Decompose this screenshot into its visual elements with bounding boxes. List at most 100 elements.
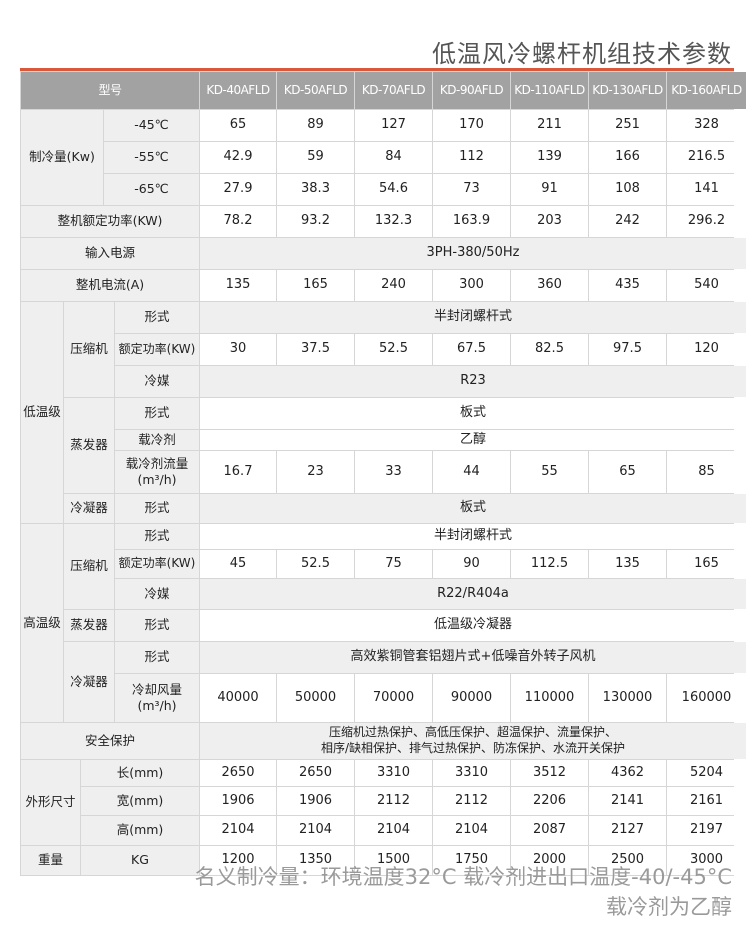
row-sublabel: 形式 [115,494,199,523]
header-model: KD-70AFLD [355,72,432,109]
value-cell: 3310 [433,760,510,786]
value-cell: 50000 [277,674,354,722]
value-cell: 70000 [355,674,432,722]
value-cell: 75 [355,550,432,578]
row-sublabel: 载冷剂 [115,430,199,450]
footnote-line-1: 名义制冷量：环境温度32°C 载冷剂进出口温度-40/-45°C [194,865,732,889]
value-cell: 52.5 [355,334,432,365]
value-cell: 540 [667,270,746,301]
value-cell: 3310 [355,760,432,786]
value-cell: 160000 [667,674,746,722]
value-cell: 3000 [667,846,746,875]
value-cell: 55 [511,451,588,493]
group-label: 冷凝器 [64,494,114,523]
value-cell: 203 [511,206,588,237]
value-cell: 2500 [589,846,666,875]
group-label: 压缩机 [64,302,114,397]
value-cell: 54.6 [355,174,432,205]
header-model-label: 型号 [21,72,199,109]
value-cell: 110000 [511,674,588,722]
group-label: 蒸发器 [64,398,114,493]
row-label: 安全保护 [21,723,199,759]
value-cell: 38.3 [277,174,354,205]
row-sublabel: -65℃ [104,174,199,205]
row-label: 重量 [21,846,80,875]
value-cell: 2104 [433,816,510,845]
value-cell: 1750 [433,846,510,875]
value-cell: 65 [200,110,276,141]
value-cell: 135 [589,550,666,578]
merged-value-cell: 3PH-380/50Hz [200,238,746,269]
value-cell: 211 [511,110,588,141]
row-sublabel: 冷媒 [115,579,199,609]
value-cell: 82.5 [511,334,588,365]
section-label: 低温级 [21,302,63,523]
value-cell: 2127 [589,816,666,845]
value-cell: 2161 [667,787,746,815]
merged-value-cell: 板式 [200,494,746,523]
header-model: KD-110AFLD [511,72,588,109]
value-cell: 2104 [200,816,276,845]
value-cell: 251 [589,110,666,141]
value-cell: 120 [667,334,746,365]
value-cell: 170 [433,110,510,141]
value-cell: 45 [200,550,276,578]
value-cell: 89 [277,110,354,141]
value-cell: 163.9 [433,206,510,237]
value-cell: 296.2 [667,206,746,237]
row-sublabel: 形式 [115,642,199,673]
value-cell: 1906 [200,787,276,815]
value-cell: 2112 [433,787,510,815]
value-cell: 240 [355,270,432,301]
header-model: KD-130AFLD [589,72,666,109]
value-cell: 84 [355,142,432,173]
row-label: 整机电流(A) [21,270,199,301]
value-cell: 5204 [667,760,746,786]
value-cell: 2112 [355,787,432,815]
value-cell: 67.5 [433,334,510,365]
group-label: 冷凝器 [64,642,114,722]
row-sublabel: 载冷剂流量 (m³/h) [115,451,199,493]
value-cell: 165 [667,550,746,578]
value-cell: 2206 [511,787,588,815]
value-cell: 42.9 [200,142,276,173]
value-cell: 242 [589,206,666,237]
row-sublabel: 宽(mm) [81,787,199,815]
value-cell: 1350 [277,846,354,875]
value-cell: 40000 [200,674,276,722]
footnote: 名义制冷量：环境温度32°C 载冷剂进出口温度-40/-45°C 载冷剂为乙醇 [195,862,732,922]
merged-value-cell: 半封闭螺杆式 [200,302,746,333]
value-cell: 65 [589,451,666,493]
row-sublabel: -55℃ [104,142,199,173]
value-cell: 166 [589,142,666,173]
row-sublabel: 冷媒 [115,366,199,397]
value-cell: 30 [200,334,276,365]
header-model: KD-90AFLD [433,72,510,109]
merged-value-cell: 板式 [200,398,746,429]
value-cell: 23 [277,451,354,493]
footnote-line-2: 载冷剂为乙醇 [606,895,732,919]
value-cell: 44 [433,451,510,493]
value-cell: 108 [589,174,666,205]
value-cell: 97.5 [589,334,666,365]
value-cell: 130000 [589,674,666,722]
row-sublabel: 额定功率(KW) [115,550,199,578]
value-cell: 27.9 [200,174,276,205]
value-cell: 141 [667,174,746,205]
row-sublabel: 形式 [115,302,199,333]
row-sublabel: 长(mm) [81,760,199,786]
group-label: 蒸发器 [64,610,114,641]
value-cell: 1500 [355,846,432,875]
value-cell: 360 [511,270,588,301]
value-cell: 91 [511,174,588,205]
value-cell: 139 [511,142,588,173]
merged-value-cell: R22/R404a [200,579,746,609]
value-cell: 1906 [277,787,354,815]
value-cell: 4362 [589,760,666,786]
value-cell: 112 [433,142,510,173]
value-cell: 37.5 [277,334,354,365]
merged-value-cell: R23 [200,366,746,397]
row-label: 整机额定功率(KW) [21,206,199,237]
header-model: KD-40AFLD [200,72,276,109]
value-cell: 435 [589,270,666,301]
